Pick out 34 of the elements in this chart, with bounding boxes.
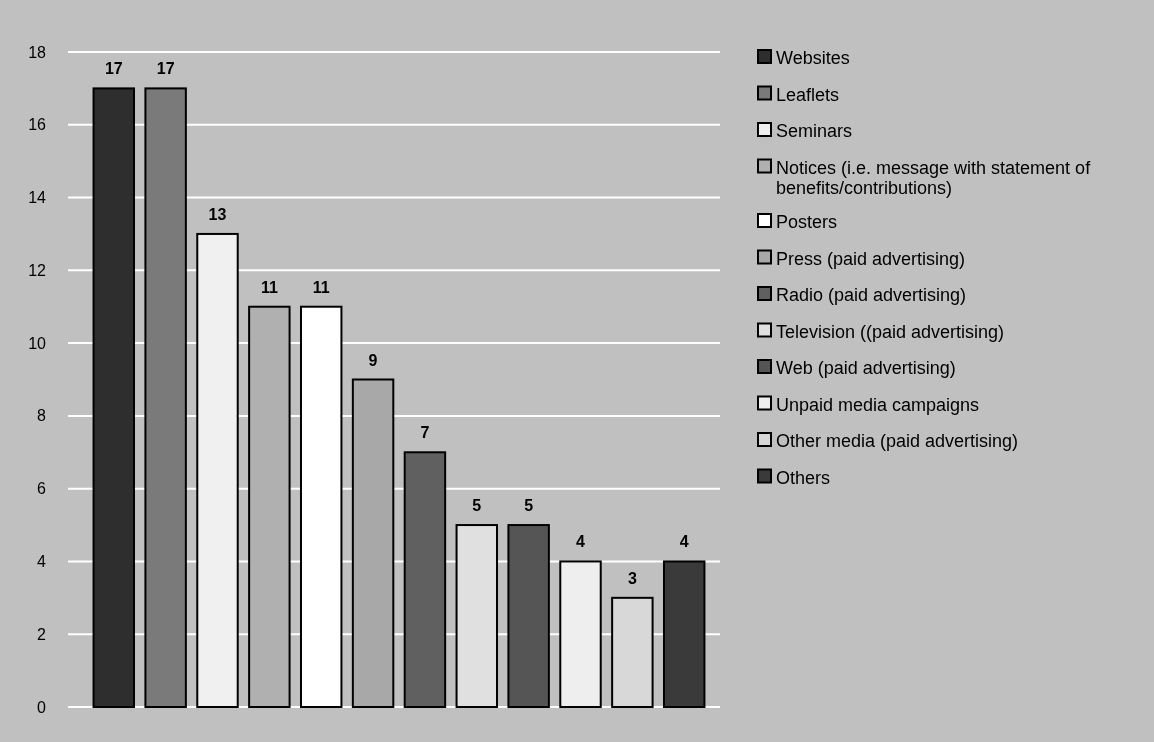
- data-label: 4: [576, 533, 586, 551]
- y-tick-label: 14: [28, 189, 47, 207]
- legend-label: Websites: [776, 48, 850, 69]
- legend-label: Others: [776, 467, 831, 488]
- legend-label: Notices (i.e. message with statement of benefits/contributions): [776, 157, 1092, 198]
- data-label: 7: [420, 424, 430, 442]
- data-label: 4: [679, 533, 689, 551]
- legend-label: Seminars: [776, 121, 853, 142]
- data-label: 11: [260, 278, 278, 296]
- y-tick-label: 4: [37, 553, 47, 571]
- legend-label: Leaflets: [776, 84, 840, 105]
- y-tick-label: 18: [28, 43, 47, 61]
- legend-label: Television ((paid advertising): [776, 321, 1005, 342]
- legend-label: Press (paid advertising): [776, 248, 966, 269]
- legend-label: Posters: [776, 212, 838, 233]
- data-label: 3: [627, 569, 637, 587]
- y-tick-label: 6: [37, 480, 47, 498]
- data-label: 5: [524, 497, 534, 515]
- y-tick-label: 2: [37, 625, 47, 643]
- data-label: 17: [156, 60, 175, 78]
- data-label: 11: [312, 278, 330, 296]
- y-tick-label: 16: [28, 116, 47, 134]
- data-label: 13: [208, 205, 227, 223]
- y-tick-label: 10: [28, 334, 47, 352]
- y-tick-label: 0: [37, 698, 47, 716]
- legend-label: Other media (paid advertising): [776, 431, 1019, 452]
- legend-label: Radio (paid advertising): [776, 285, 967, 306]
- y-tick-label: 12: [28, 261, 47, 279]
- legend-label: Unpaid media campaigns: [776, 394, 980, 415]
- data-label: 5: [472, 497, 482, 515]
- legend-label: Web (paid advertising): [776, 358, 956, 379]
- data-label: 17: [104, 60, 123, 78]
- y-tick-label: 8: [37, 407, 47, 425]
- data-label: 9: [368, 351, 378, 369]
